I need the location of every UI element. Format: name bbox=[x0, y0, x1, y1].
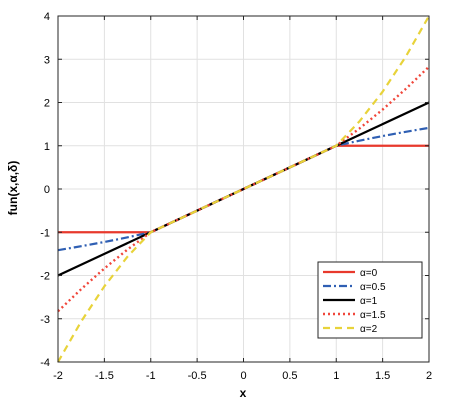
y-axis-label: fun(x,α,δ) bbox=[6, 161, 20, 216]
legend-entry: α=2 bbox=[360, 324, 378, 335]
legend-entry: α=0.5 bbox=[360, 282, 386, 293]
legend-entry: α=1 bbox=[360, 296, 378, 307]
y-tick-label: -4 bbox=[40, 357, 50, 369]
x-tick-label: 0 bbox=[240, 370, 246, 382]
series-layer bbox=[57, 15, 430, 363]
y-tick-label: 3 bbox=[44, 54, 50, 66]
x-tick-label: -2 bbox=[53, 370, 63, 382]
series-line-2 bbox=[57, 101, 430, 277]
x-tick-label: 2 bbox=[426, 370, 432, 382]
series-line-4 bbox=[57, 15, 430, 363]
y-tick-label: 2 bbox=[44, 98, 50, 110]
y-tick-label: 1 bbox=[44, 141, 50, 153]
x-tick-label: 1 bbox=[333, 370, 339, 382]
x-ticks: -2 -1.5 -1 -0.5 0 0.5 1 1.5 2 bbox=[53, 16, 432, 382]
legend-entry: α=1.5 bbox=[360, 310, 386, 321]
x-tick-label: -1 bbox=[146, 370, 156, 382]
x-tick-label: -0.5 bbox=[188, 370, 207, 382]
y-tick-label: 4 bbox=[44, 11, 50, 23]
x-tick-label: -1.5 bbox=[95, 370, 114, 382]
x-axis-label: x bbox=[240, 386, 247, 400]
y-tick-label: -2 bbox=[40, 271, 50, 283]
series-line-3 bbox=[57, 65, 430, 313]
y-ticks: -4 -3 -2 -1 0 1 2 3 4 bbox=[40, 11, 429, 369]
legend-entry: α=0 bbox=[360, 268, 378, 279]
y-tick-label: -1 bbox=[40, 227, 50, 239]
y-tick-label: -3 bbox=[40, 314, 50, 326]
x-tick-label: 1.5 bbox=[375, 370, 390, 382]
x-tick-label: 0.5 bbox=[282, 370, 297, 382]
y-tick-label: 0 bbox=[44, 184, 50, 196]
legend: α=0 α=0.5 α=1 α=1.5 α=2 bbox=[317, 261, 423, 339]
